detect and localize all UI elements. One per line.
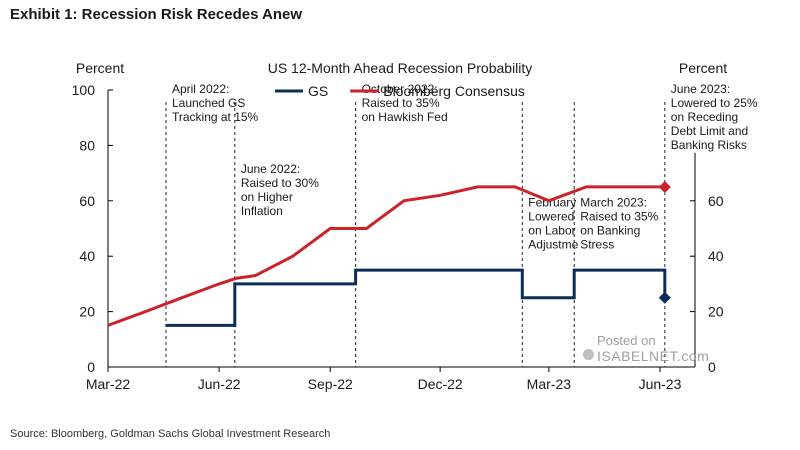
x-tick-label: Jun-23 xyxy=(639,376,682,392)
x-tick-label: Mar-22 xyxy=(86,376,131,392)
annotation-label-line: Raised to 30% xyxy=(241,176,319,190)
annotation-label-line: Raised to 35% xyxy=(362,96,440,110)
annotation-label-line: June 2022: xyxy=(241,162,300,176)
axes-group: 002020404060608080100100Mar-22Jun-22Sep-… xyxy=(72,82,732,392)
y-tick-label-left: 100 xyxy=(72,82,96,98)
exhibit-title: Exhibit 1: Recession Risk Recedes Anew xyxy=(10,6,303,23)
annotation-label: March 2023: Raised to 35% on Banking Stress xyxy=(580,195,658,251)
y-axis-label-left: Percent xyxy=(76,60,124,76)
y-tick-label-right: 20 xyxy=(708,304,724,320)
annotation-label-line: on Higher xyxy=(241,190,293,204)
annotation-label: June 2023: Lowered to 25% on Receding Debt … xyxy=(671,82,758,152)
annotation-label-line: Lowered to 25% xyxy=(671,96,758,110)
y-tick-label-left: 20 xyxy=(79,304,95,320)
annotation-label-line: Inflation xyxy=(241,204,283,218)
source-note: Source: Bloomberg, Goldman Sachs Global … xyxy=(10,428,331,440)
annotation-label-line: October 2022: xyxy=(362,82,438,96)
annotation-label-bg xyxy=(238,161,322,220)
y-tick-label-left: 80 xyxy=(79,137,95,153)
watermark-logo-icon xyxy=(583,349,594,360)
annotation-label-line: Banking Risks xyxy=(671,138,747,152)
annotation-label-line: Tracking at 15% xyxy=(172,110,259,124)
annotation-label-line: on Hawkish Fed xyxy=(362,110,448,124)
annotation-label-bg xyxy=(359,80,450,125)
annotation-label-line: Debt Limit and xyxy=(671,124,748,138)
y-tick-label-right: 0 xyxy=(708,359,716,375)
series-line-bloomberg-consensus xyxy=(107,185,665,327)
chart-title: US 12-Month Ahead Recession Probability xyxy=(268,60,533,76)
annotation-label-line: Raised to 35% xyxy=(580,209,658,223)
end-marker-bloomberg-consensus xyxy=(658,180,671,193)
annotation-label-line: Launched GS xyxy=(172,96,245,110)
end-marker-gs xyxy=(658,291,671,304)
annotation-label-bg xyxy=(578,194,661,253)
x-tick-label: Jun-22 xyxy=(198,376,241,392)
annotation-label-line: April 2022: xyxy=(172,82,229,96)
annotation-label-line: on Banking xyxy=(580,223,640,237)
watermark-line2: ISABELNET.com xyxy=(597,348,710,364)
y-tick-label-right: 40 xyxy=(708,248,724,264)
annotation-label-bg xyxy=(668,80,760,153)
y-tick-label-right: 60 xyxy=(708,193,724,209)
y-tick-label-left: 60 xyxy=(79,193,95,209)
annotation-label-line: on Receding xyxy=(671,110,738,124)
legend-label: Bloomberg Consensus xyxy=(383,83,525,99)
y-tick-label-left: 40 xyxy=(79,248,95,264)
annotation-label: October 2022: Raised to 35% on Hawkish Fed xyxy=(362,82,448,124)
legend: GS Bloomberg Consensus xyxy=(275,83,525,99)
y-axis-label-right: Percent xyxy=(679,60,727,76)
annotation-label-bg xyxy=(169,80,261,125)
legend-label: GS xyxy=(308,83,328,99)
x-tick-label: Dec-22 xyxy=(418,376,463,392)
series-group xyxy=(107,180,671,327)
y-tick-label-left: 0 xyxy=(87,359,95,375)
annotation-label: April 2022: Launched GS Tracking at 15% xyxy=(172,82,259,124)
annotations-group: April 2022: Launched GS Tracking at 15% Jun… xyxy=(165,80,760,367)
x-tick-label: Mar-23 xyxy=(527,376,572,392)
annotation-label-line: March 2023: xyxy=(580,195,647,209)
watermark-line1: Posted on xyxy=(597,333,656,348)
annotation-label-line: June 2023: xyxy=(671,82,730,96)
annotation-label-line: Stress xyxy=(580,237,614,251)
series-line-gs xyxy=(166,268,667,327)
watermark: Posted on ISABELNET.com xyxy=(583,333,723,367)
annotation-label: June 2022: Raised to 30% on Higher Inflatio… xyxy=(241,162,319,218)
x-tick-label: Sep-22 xyxy=(308,376,353,392)
